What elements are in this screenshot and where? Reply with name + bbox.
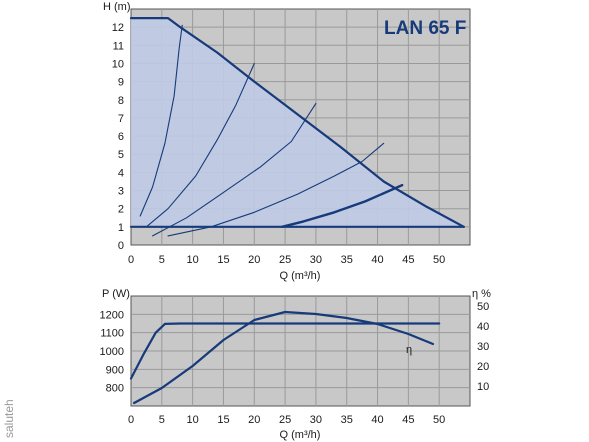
x-tick-label: 50 (433, 414, 445, 426)
x-tick-label: 10 (187, 254, 199, 266)
y2-axis-label: η % (472, 288, 491, 300)
y-tick-label: 10 (112, 58, 124, 70)
x-tick-label: 30 (310, 414, 322, 426)
y-axis-label: H (m) (103, 1, 131, 13)
series-label-efficiency: η (406, 344, 412, 356)
y-tick-label: 1000 (100, 346, 124, 358)
y-tick-label: 2 (118, 204, 124, 216)
y2-tick-label: 20 (477, 361, 489, 373)
x-tick-label: 15 (217, 254, 229, 266)
y-tick-label: 8 (118, 95, 124, 107)
series-power (129, 322, 441, 380)
y-tick-label: 1200 (100, 309, 124, 321)
y-tick-label: 0 (118, 240, 124, 252)
y-tick-label: 11 (113, 40, 124, 52)
y-tick-label: 9 (118, 77, 124, 89)
x-tick-label: 0 (128, 414, 134, 426)
series-system-curve (145, 62, 255, 228)
x-tick-label: 40 (371, 414, 383, 426)
series-efficiency (133, 310, 435, 405)
series-operating-limit (280, 183, 404, 229)
y2-tick-label: 40 (477, 321, 489, 333)
x-tick-label: 0 (128, 254, 134, 266)
y-axis-label: P (W) (102, 288, 130, 300)
operating-region-fill (131, 18, 464, 227)
y-tick-label: 800 (106, 383, 124, 395)
x-tick-label: 15 (217, 414, 229, 426)
y-tick-label: 12 (112, 22, 124, 34)
y-tick-label: 5 (118, 149, 124, 161)
series-max-speed-curve (129, 17, 465, 228)
x-axis-label: Q (m³/h) (280, 270, 321, 282)
x-tick-label: 25 (279, 254, 291, 266)
x-tick-label: 25 (279, 414, 291, 426)
y-tick-label: 1100 (100, 328, 124, 340)
y2-tick-label: 50 (477, 301, 489, 313)
y2-tick-label: 30 (477, 341, 489, 353)
x-tick-label: 5 (159, 414, 165, 426)
x-tick-label: 20 (248, 414, 260, 426)
y-tick-label: 3 (118, 186, 124, 198)
x-tick-label: 5 (159, 254, 165, 266)
y-tick-label: 4 (118, 167, 124, 179)
x-tick-label: 30 (310, 254, 322, 266)
y2-tick-label: 10 (477, 381, 489, 393)
chart-title: LAN 65 F (384, 18, 466, 39)
x-axis-label: Q (m³/h) (280, 429, 321, 441)
x-tick-label: 45 (402, 414, 414, 426)
x-tick-label: 50 (433, 254, 445, 266)
y-tick-label: 6 (118, 131, 124, 143)
series-system-curve (152, 102, 317, 237)
watermark-text: saluteh (2, 399, 16, 438)
y-tick-label: 7 (118, 113, 124, 125)
series-system-curve (167, 142, 385, 237)
x-tick-label: 10 (187, 414, 199, 426)
x-tick-label: 45 (402, 254, 414, 266)
x-tick-label: 20 (248, 254, 260, 266)
x-tick-label: 40 (371, 254, 383, 266)
x-tick-label: 35 (341, 414, 353, 426)
y-tick-label: 1 (118, 222, 124, 234)
y-tick-label: 900 (106, 364, 124, 376)
power-efficiency-plot: η 0 5 10 15 20 25 30 35 40 45 50 800 900 1000 1100 1200 1… (100, 288, 492, 441)
series-system-curve (139, 24, 183, 217)
x-tick-label: 35 (341, 254, 353, 266)
